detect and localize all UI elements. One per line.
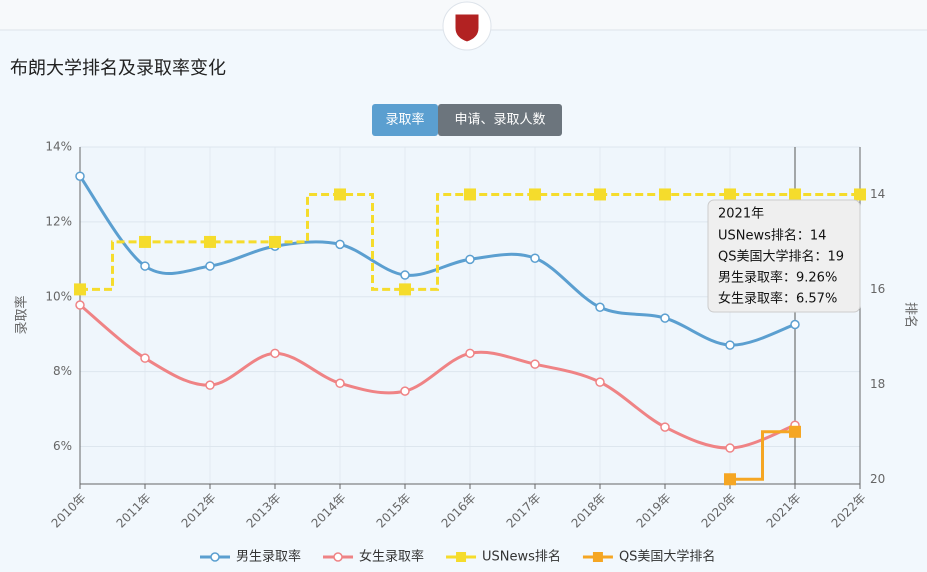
point <box>400 270 410 280</box>
point <box>140 261 150 271</box>
x-tick-label: 2020年 <box>699 491 739 531</box>
x-tick-label: 2018年 <box>569 491 609 531</box>
page-title: 布朗大学排名及录取率变化 <box>10 58 226 79</box>
point <box>790 319 800 330</box>
x-tick-label: 2022年 <box>829 491 869 531</box>
point <box>530 253 540 263</box>
point <box>335 378 345 389</box>
step-line <box>80 192 860 291</box>
y-tick-label: 14% <box>45 140 72 154</box>
y-tick-label: 10% <box>45 289 72 303</box>
point <box>789 188 801 201</box>
point <box>205 380 215 390</box>
point <box>724 188 736 201</box>
point <box>269 235 281 248</box>
x-tick-label: 2011年 <box>114 491 154 531</box>
x-tick-label: 2017年 <box>504 491 544 531</box>
x-tick-label: 2015年 <box>374 491 414 531</box>
legend-marker <box>592 552 603 562</box>
legend-marker <box>456 552 467 562</box>
point <box>725 340 735 350</box>
point <box>270 348 280 359</box>
tooltip <box>707 199 861 313</box>
y2-tick-label: 14 <box>870 187 885 201</box>
x-tick-label: 2016年 <box>439 491 479 531</box>
point <box>465 254 475 265</box>
point <box>724 473 736 486</box>
point <box>465 348 475 359</box>
y-tick-label: 12% <box>45 214 72 228</box>
y-axis-label: 录取率 <box>14 295 30 334</box>
tooltip-line: USNews排名：14 <box>718 228 826 244</box>
point <box>399 283 411 296</box>
legend-marker <box>333 552 343 562</box>
point <box>595 302 605 313</box>
point <box>334 188 346 201</box>
x-tick-label: 2013年 <box>244 491 284 531</box>
y-tick-label: 6% <box>53 439 72 453</box>
point <box>75 171 85 181</box>
tab-active[interactable] <box>372 104 438 136</box>
step-line <box>730 430 795 481</box>
point <box>529 188 541 201</box>
point <box>205 261 215 271</box>
point <box>594 188 606 201</box>
tooltip-line: 男生录取率：9.26% <box>718 270 837 286</box>
point <box>464 188 476 201</box>
y2-tick-label: 18 <box>870 377 885 391</box>
tab-label[interactable]: 申请、录取人数 <box>454 113 545 128</box>
legend-label: 男生录取率 <box>236 549 301 565</box>
legend-marker <box>210 552 220 562</box>
point <box>400 386 410 396</box>
x-tick-label: 2012年 <box>179 491 219 531</box>
tab-label[interactable]: 录取率 <box>385 112 424 128</box>
point <box>595 377 605 387</box>
point <box>854 188 866 201</box>
x-tick-label: 2014年 <box>309 491 349 531</box>
legend-label: 女生录取率 <box>359 549 424 565</box>
point <box>75 300 85 310</box>
point <box>725 443 735 453</box>
point <box>139 235 151 248</box>
point <box>335 239 345 250</box>
point <box>660 313 670 323</box>
point <box>204 235 216 248</box>
tab[interactable] <box>438 104 562 136</box>
legend-label: USNews排名 <box>482 549 561 565</box>
x-tick-label: 2019年 <box>634 491 674 531</box>
point <box>660 422 670 432</box>
point <box>74 283 86 296</box>
point <box>530 359 540 369</box>
point <box>140 353 150 363</box>
x-tick-label: 2010年 <box>49 491 89 531</box>
series-line <box>79 303 796 450</box>
tooltip-line: 女生录取率：6.57% <box>718 291 837 307</box>
tooltip-title: 2021年 <box>718 207 764 222</box>
logo <box>454 13 480 43</box>
point <box>659 188 671 201</box>
x-tick-label: 2021年 <box>764 491 804 531</box>
y2-axis-label: 排名 <box>903 302 919 328</box>
y2-tick-label: 20 <box>870 472 885 486</box>
point <box>789 425 801 438</box>
y2-tick-label: 16 <box>870 282 885 296</box>
legend-label: QS美国大学排名 <box>619 549 716 565</box>
y-tick-label: 8% <box>53 364 72 378</box>
tooltip-line: QS美国大学排名：19 <box>718 249 844 265</box>
